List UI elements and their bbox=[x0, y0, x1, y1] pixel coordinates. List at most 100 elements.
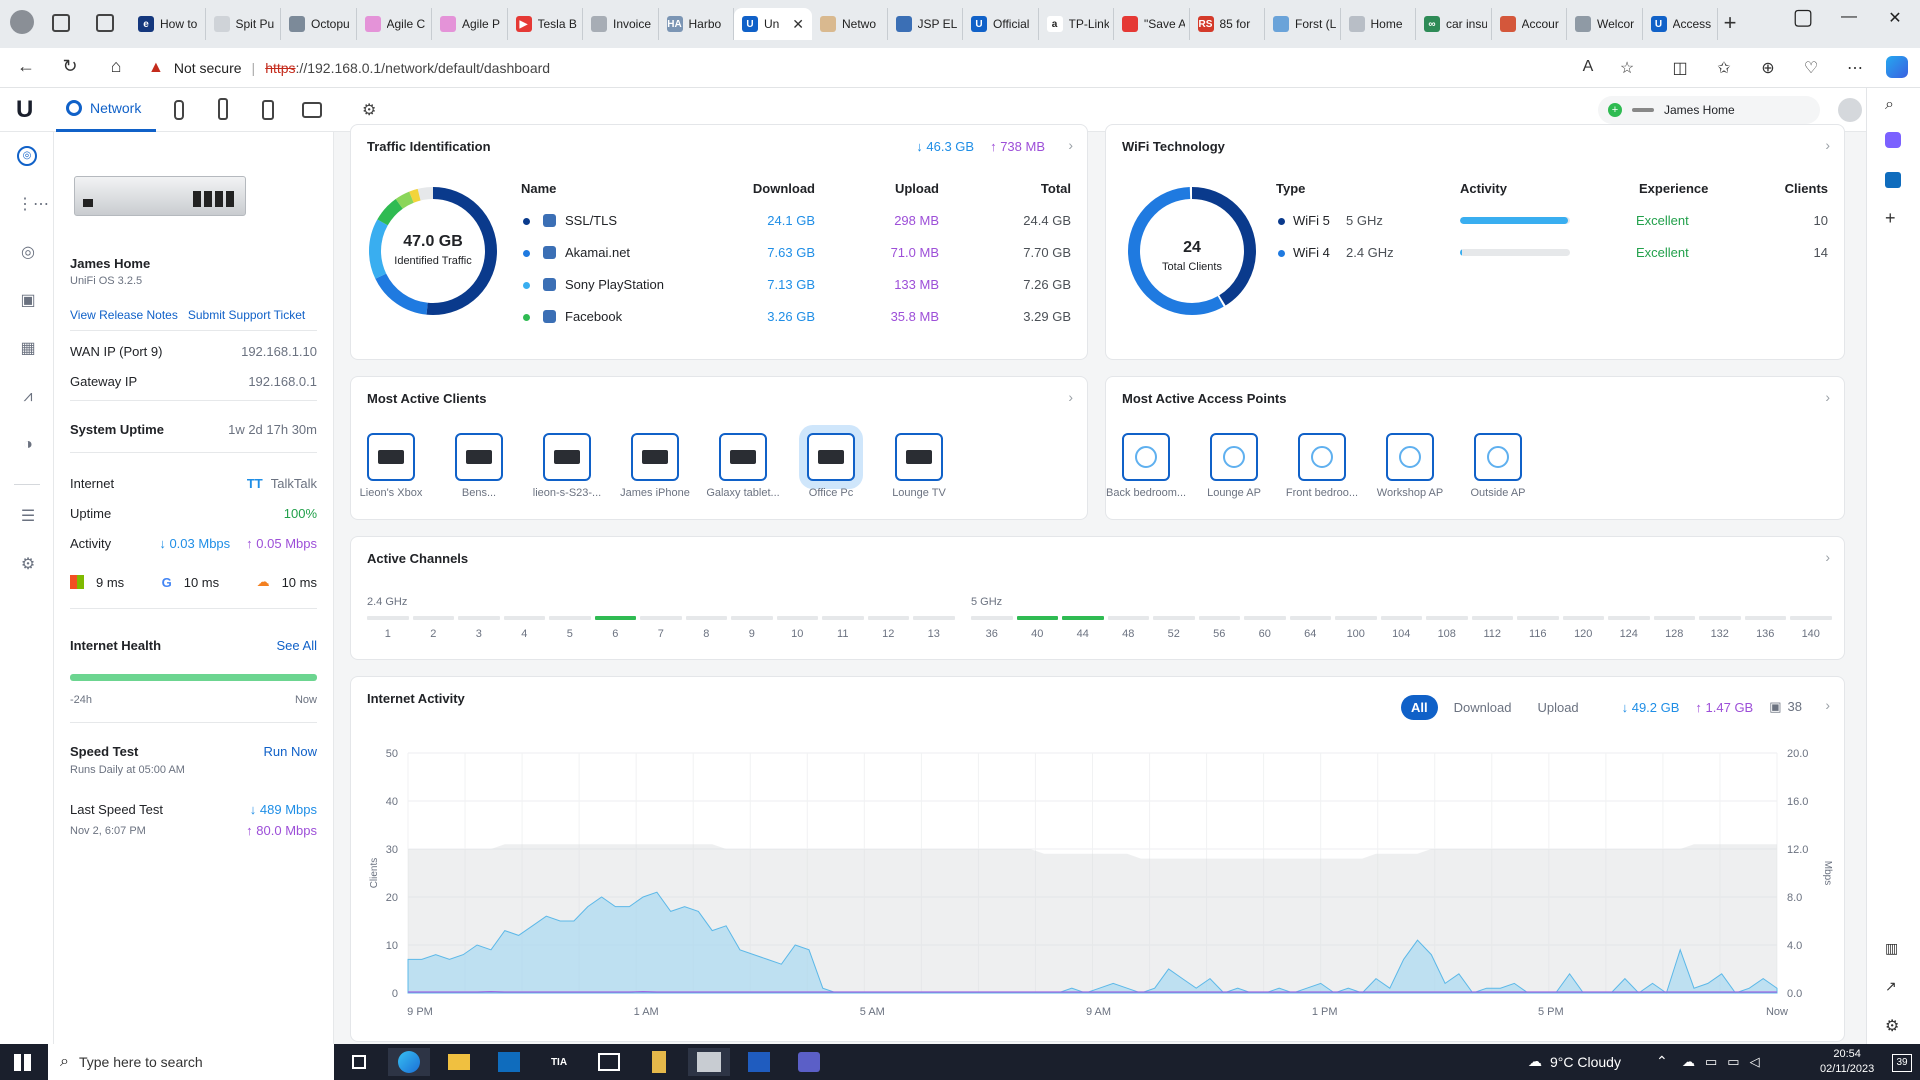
support-ticket-link[interactable]: Submit Support Ticket bbox=[187, 308, 306, 322]
tray-icons[interactable]: ☁ ▭ ▭ ◁ bbox=[1682, 1054, 1760, 1070]
browser-tab[interactable]: Welcor bbox=[1567, 8, 1643, 40]
back-icon[interactable]: ← bbox=[17, 56, 35, 76]
client-item[interactable]: Lounge TV bbox=[879, 433, 959, 499]
collections-icon[interactable]: ⊕ bbox=[1761, 60, 1775, 77]
devices-icon[interactable]: ▣ bbox=[20, 292, 36, 309]
identity-app-icon[interactable] bbox=[302, 102, 322, 118]
browser-tab[interactable]: Spit Pu bbox=[206, 8, 281, 40]
task-view-icon[interactable] bbox=[338, 1048, 380, 1076]
settings-icon[interactable]: ⚙ bbox=[1885, 1018, 1900, 1035]
client-item[interactable]: Office Pc bbox=[791, 433, 871, 499]
client-item[interactable]: Bens... bbox=[439, 433, 519, 499]
app-yellow-icon[interactable] bbox=[638, 1048, 680, 1076]
clients-icon[interactable]: ▦ bbox=[20, 340, 36, 357]
talk-app-icon[interactable] bbox=[262, 100, 274, 120]
close-tab-icon[interactable]: ✕ bbox=[792, 15, 804, 32]
tab-actions-icon[interactable] bbox=[96, 14, 114, 32]
browser-tab[interactable]: HA Harbo bbox=[659, 8, 734, 40]
access-point-item[interactable]: Outside AP bbox=[1458, 433, 1538, 499]
browser-tab[interactable]: ∞ car insu bbox=[1416, 8, 1492, 40]
unifi-logo[interactable]: U bbox=[16, 96, 34, 123]
access-point-item[interactable]: Lounge AP bbox=[1194, 433, 1274, 499]
access-app-icon[interactable] bbox=[218, 98, 228, 120]
settings-gear-icon[interactable]: ⚙ bbox=[20, 556, 36, 573]
url-field[interactable]: ▲ Not secure | https ://192.168.0.1/netw… bbox=[148, 59, 551, 76]
access-point-item[interactable]: Workshop AP bbox=[1370, 433, 1450, 499]
sidebar-layout-icon[interactable]: ▥ bbox=[1885, 940, 1899, 956]
access-point-item[interactable]: Front bedroo... bbox=[1282, 433, 1362, 499]
chevron-right-icon[interactable]: › bbox=[1825, 697, 1830, 713]
clock-date[interactable]: 02/11/2023 bbox=[1820, 1063, 1875, 1075]
client-item[interactable]: Lieon's Xbox bbox=[351, 433, 431, 499]
filter-download-button[interactable]: Download bbox=[1453, 700, 1512, 715]
run-now-button[interactable]: Run Now bbox=[263, 744, 317, 759]
browser-tab[interactable]: U Access bbox=[1643, 8, 1718, 40]
edge-taskbar-icon[interactable] bbox=[388, 1048, 430, 1076]
browser-tab[interactable]: Invoice bbox=[583, 8, 659, 40]
favorite-star-icon[interactable]: ☆ bbox=[1619, 60, 1635, 77]
browser-tab[interactable]: RS 85 for bbox=[1190, 8, 1265, 40]
chevron-right-icon[interactable]: › bbox=[1068, 137, 1073, 153]
chevron-right-icon[interactable]: › bbox=[1068, 389, 1073, 405]
browser-tab[interactable]: Home bbox=[1341, 8, 1416, 40]
word-icon[interactable] bbox=[738, 1048, 780, 1076]
logs-icon[interactable]: ☰ bbox=[20, 508, 36, 525]
remote-desktop-icon[interactable] bbox=[588, 1048, 630, 1076]
workspaces-icon[interactable] bbox=[52, 14, 70, 32]
most-active-clients-card[interactable]: Most Active Clients › Lieon's Xbox Bens..… bbox=[350, 376, 1088, 520]
client-item[interactable]: Galaxy tablet... bbox=[703, 433, 783, 499]
windows-start-icon[interactable] bbox=[14, 1054, 31, 1071]
client-item[interactable]: James iPhone bbox=[615, 433, 695, 499]
insights-icon[interactable]: ⩘ bbox=[23, 388, 33, 405]
user-avatar[interactable] bbox=[1838, 98, 1862, 122]
tray-chevron-icon[interactable]: ⌃ bbox=[1656, 1053, 1668, 1069]
extensions-icon[interactable]: ♡ bbox=[1803, 60, 1819, 77]
dashboard-icon[interactable]: ◎ bbox=[17, 146, 37, 166]
traffic-identification-card[interactable]: Traffic Identification ↓ 46.3 GB ↑ 738 M… bbox=[350, 124, 1088, 360]
security-icon[interactable]: ◑ bbox=[23, 436, 33, 453]
home-icon[interactable]: ⌂ bbox=[110, 56, 122, 76]
teams-icon[interactable] bbox=[788, 1048, 830, 1076]
add-sidebar-icon[interactable]: + bbox=[1885, 208, 1896, 228]
filter-upload-button[interactable]: Upload bbox=[1537, 700, 1579, 715]
browser-tab[interactable]: U Official bbox=[963, 8, 1039, 40]
protect-app-icon[interactable] bbox=[174, 100, 184, 120]
topology-icon[interactable]: ⋮⋯ bbox=[17, 196, 49, 213]
most-active-aps-card[interactable]: Most Active Access Points › Back bedroom… bbox=[1105, 376, 1845, 520]
favorites-icon[interactable]: ✩ bbox=[1717, 60, 1731, 77]
profile-avatar[interactable] bbox=[10, 10, 34, 34]
site-selector[interactable]: + James Home bbox=[1598, 96, 1820, 124]
see-all-link[interactable]: See All bbox=[276, 638, 317, 653]
release-notes-link[interactable]: View Release Notes bbox=[70, 308, 178, 322]
notification-badge[interactable]: 39 bbox=[1892, 1054, 1912, 1072]
filter-all-button[interactable]: All bbox=[1401, 695, 1438, 720]
network-app-tab[interactable]: Network bbox=[66, 100, 141, 116]
internet-activity-card[interactable]: Internet Activity All Download Upload ↓ 49… bbox=[350, 676, 1845, 1042]
split-screen-icon[interactable]: ◫ bbox=[1672, 60, 1688, 77]
browser-tab[interactable]: Netwo bbox=[812, 8, 888, 40]
outlook-taskbar-icon[interactable] bbox=[488, 1048, 530, 1076]
app-window-icon[interactable] bbox=[688, 1048, 730, 1076]
wifi-technology-card[interactable]: WiFi Technology › 24 Total Clients Type … bbox=[1105, 124, 1845, 360]
browser-tab[interactable]: Agile C bbox=[357, 8, 432, 40]
chevron-right-icon[interactable]: › bbox=[1825, 137, 1830, 153]
tia-portal-icon[interactable]: TIA bbox=[550, 1056, 568, 1068]
wifi-icon[interactable]: ◎ bbox=[21, 244, 35, 261]
admin-users-icon[interactable]: ⚙ bbox=[362, 102, 377, 119]
file-explorer-icon[interactable] bbox=[438, 1048, 480, 1076]
more-menu-icon[interactable]: ⋯ bbox=[1847, 60, 1863, 77]
browser-tab[interactable]: Agile P bbox=[432, 8, 508, 40]
copilot-side-icon[interactable] bbox=[1885, 132, 1901, 148]
chevron-right-icon[interactable]: › bbox=[1825, 549, 1830, 565]
close-window-button[interactable]: ✕ bbox=[1888, 10, 1902, 27]
browser-tab[interactable]: U Un ✕ bbox=[734, 8, 812, 40]
taskbar-search[interactable]: ⌕ Type here to search bbox=[48, 1044, 334, 1080]
browser-tab[interactable]: JSP ELE bbox=[888, 8, 963, 40]
browser-tab[interactable]: a TP-Link bbox=[1039, 8, 1114, 40]
browser-tab[interactable]: "Save A bbox=[1114, 8, 1190, 40]
clock-time[interactable]: 20:54 bbox=[1833, 1048, 1861, 1060]
weather-widget[interactable]: ☁ 9°C Cloudy bbox=[1528, 1053, 1621, 1070]
access-point-item[interactable]: Back bedroom... bbox=[1106, 433, 1186, 499]
search-icon[interactable]: ⌕ bbox=[1885, 96, 1894, 113]
browser-tab[interactable]: Accour bbox=[1492, 8, 1567, 40]
